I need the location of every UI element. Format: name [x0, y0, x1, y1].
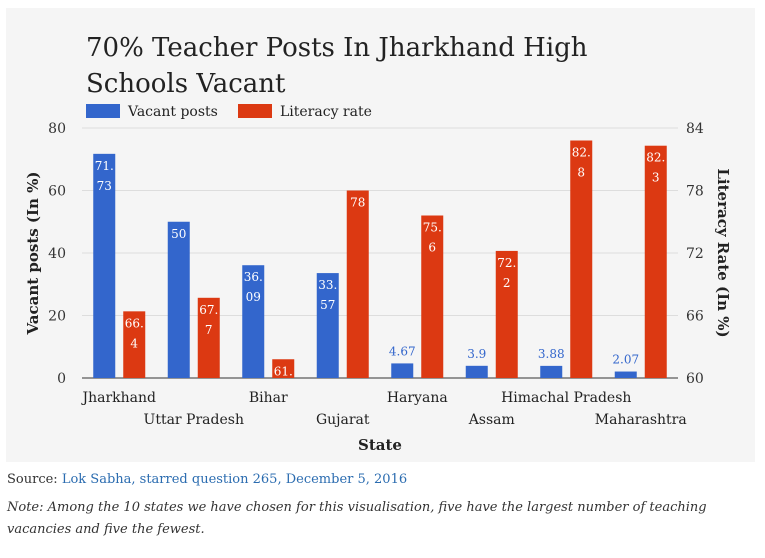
- y-tick-label-left: 40: [48, 246, 66, 262]
- data-label-literacy-rate: 3: [652, 171, 660, 185]
- bar-literacy-rate: [346, 190, 369, 378]
- chart-panel: 0 60 20 66 40 72 60 78 80 84 Vacant posts (In %) Li…: [6, 8, 755, 462]
- bar-literacy-rate: [570, 140, 593, 378]
- bar-literacy-rate: [421, 215, 444, 378]
- data-label-literacy-rate: 66.: [125, 316, 144, 330]
- data-label-literacy-rate: 2: [503, 276, 511, 290]
- data-label-vacant-posts: 3.9: [467, 347, 486, 361]
- data-label-literacy-rate: 61.: [274, 364, 293, 378]
- y-tick-label-right: 78: [686, 184, 704, 200]
- data-label-vacant-posts: 3.88: [538, 347, 565, 361]
- data-label-vacant-posts: 33.: [318, 278, 337, 292]
- x-tick-label: Jharkhand: [81, 390, 157, 406]
- y-tick-label-right: 84: [686, 121, 704, 137]
- bar-vacant-posts: [391, 363, 414, 378]
- data-label-literacy-rate: 7: [205, 323, 213, 337]
- bar-vacant-posts: [93, 153, 116, 378]
- data-label-vacant-posts: 4.67: [389, 344, 416, 358]
- data-label-literacy-rate: 6: [428, 241, 436, 255]
- y-axis-title-right: Literacy Rate (In %): [714, 168, 732, 337]
- data-label-vacant-posts: 2.07: [612, 353, 639, 367]
- x-tick-label: Assam: [468, 412, 515, 428]
- y-axis-title-left: Vacant posts (In %): [24, 171, 42, 335]
- bar-literacy-rate: [272, 359, 295, 378]
- bar-literacy-rate: [644, 145, 667, 378]
- source-line: Source: Lok Sabha, starred question 265,…: [7, 472, 407, 487]
- data-label-literacy-rate: 4: [130, 336, 138, 350]
- bar-vacant-posts: [614, 371, 637, 378]
- x-tick-label: Uttar Pradesh: [144, 412, 244, 428]
- source-link[interactable]: Lok Sabha, starred question 265, Decembe…: [61, 472, 408, 487]
- y-tick-label-left: 60: [48, 184, 66, 200]
- legend-label: Literacy rate: [280, 104, 372, 120]
- source-prefix: Source:: [7, 472, 62, 487]
- data-label-literacy-rate: 82.: [572, 146, 591, 160]
- chart-title: 70% Teacher Posts In Jharkhand High Scho…: [86, 33, 588, 99]
- legend-label: Vacant posts: [127, 104, 218, 120]
- x-axis-title: State: [358, 436, 402, 454]
- bar-vacant-posts: [167, 221, 190, 378]
- legend-swatch: [86, 104, 120, 118]
- y-tick-label-left: 80: [48, 121, 66, 137]
- data-label-vacant-posts: 50: [171, 227, 186, 241]
- note-text: Note: Among the 10 states we have chosen…: [7, 500, 707, 537]
- bar-vacant-posts: [540, 365, 563, 378]
- x-tick-label: Maharashtra: [595, 412, 687, 428]
- y-tick-label-left: 0: [57, 371, 66, 387]
- data-label-vacant-posts: 57: [320, 298, 335, 312]
- bar-literacy-rate: [197, 297, 220, 378]
- data-label-literacy-rate: 8: [577, 166, 585, 180]
- data-label-literacy-rate: 67.: [199, 303, 218, 317]
- x-tick-label: Gujarat: [316, 412, 370, 428]
- bar-vacant-posts: [242, 265, 265, 378]
- y-tick-label-right: 72: [686, 246, 704, 262]
- data-label-vacant-posts: 09: [246, 290, 261, 304]
- data-label-vacant-posts: 71.: [95, 159, 114, 173]
- y-tick-label-right: 66: [686, 309, 704, 325]
- legend-swatch: [238, 104, 272, 118]
- bar-literacy-rate: [495, 250, 518, 378]
- data-label-vacant-posts: 73: [97, 179, 112, 193]
- x-tick-label: Bihar: [249, 390, 288, 406]
- y-tick-label-right: 60: [686, 371, 704, 387]
- data-label-literacy-rate: 72.: [497, 256, 516, 270]
- bar-literacy-rate: [123, 311, 146, 378]
- x-tick-label: Haryana: [387, 390, 448, 406]
- x-tick-label: Himachal Pradesh: [501, 390, 631, 406]
- data-label-literacy-rate: 82.: [646, 151, 665, 165]
- data-label-literacy-rate: 75.: [423, 221, 442, 235]
- data-label-literacy-rate: 78: [350, 196, 365, 210]
- y-tick-label-left: 20: [48, 309, 66, 325]
- bar-vacant-posts: [316, 273, 339, 378]
- data-label-vacant-posts: 36.: [244, 270, 263, 284]
- bar-vacant-posts: [465, 365, 488, 378]
